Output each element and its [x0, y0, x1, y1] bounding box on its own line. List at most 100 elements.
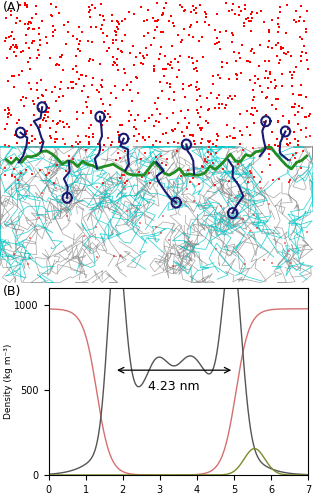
Point [37, 138, 42, 146]
Point [270, 176, 275, 184]
Point [87, 140, 92, 148]
Point [247, 76, 252, 84]
Point [65, 18, 70, 26]
Point [200, 33, 205, 41]
Point [234, 70, 239, 78]
Point [165, 140, 170, 147]
Point [69, 84, 74, 92]
Point [194, 106, 199, 114]
Point [148, 41, 153, 49]
Point [214, 130, 219, 138]
Point [244, 15, 249, 23]
Point [185, 186, 190, 194]
Point [211, 72, 216, 80]
Point [14, 140, 19, 147]
Point [140, 134, 145, 142]
Point [28, 54, 33, 62]
Point [286, 48, 291, 56]
Point [253, 72, 258, 80]
Point [283, 239, 288, 247]
Point [279, 45, 284, 53]
Point [80, 110, 85, 118]
Point [43, 111, 48, 119]
Point [25, 0, 30, 8]
Point [256, 75, 261, 83]
Point [248, 110, 253, 118]
Point [13, 18, 18, 26]
Point [292, 68, 297, 76]
Point [11, 35, 16, 43]
Point [115, 18, 121, 25]
Point [293, 63, 298, 71]
Point [100, 109, 105, 117]
Point [243, 0, 248, 8]
Point [94, 223, 99, 231]
Point [114, 62, 119, 70]
Point [176, 58, 181, 66]
Point [217, 38, 222, 46]
Point [203, 117, 208, 125]
Point [292, 136, 297, 143]
Point [255, 107, 260, 115]
Point [239, 8, 244, 16]
Point [266, 28, 271, 36]
Point [75, 45, 80, 53]
Point [134, 52, 139, 60]
Point [37, 36, 42, 44]
Point [61, 136, 66, 143]
Point [23, 30, 28, 38]
Point [30, 137, 35, 145]
Point [62, 123, 67, 131]
Point [248, 27, 253, 35]
Text: (B): (B) [3, 285, 22, 298]
Point [194, 4, 199, 12]
Point [44, 108, 49, 116]
Point [169, 42, 174, 50]
Point [9, 32, 14, 40]
Point [161, 212, 166, 220]
Point [191, 59, 196, 67]
Point [61, 66, 66, 74]
Point [44, 33, 49, 41]
Point [37, 121, 42, 129]
Point [164, 65, 169, 73]
Point [59, 51, 64, 59]
Point [303, 24, 308, 32]
Point [216, 90, 221, 98]
Point [78, 71, 83, 79]
Point [70, 84, 75, 92]
Point [218, 202, 223, 209]
Point [49, 11, 54, 19]
Point [2, 106, 7, 114]
Point [176, 119, 181, 127]
Point [3, 36, 8, 44]
Point [120, 17, 125, 25]
Point [303, 28, 308, 36]
Point [48, 124, 53, 132]
Point [164, 114, 169, 122]
Point [28, 120, 33, 128]
Point [168, 171, 173, 179]
Point [91, 56, 96, 64]
Point [132, 62, 137, 70]
Point [152, 67, 157, 75]
Point [117, 174, 122, 182]
Point [157, 138, 162, 146]
Point [164, 162, 169, 170]
Point [12, 48, 17, 56]
Y-axis label: Density (kg m⁻³): Density (kg m⁻³) [4, 344, 13, 419]
Point [188, 21, 193, 29]
Point [183, 93, 188, 101]
Point [113, 156, 118, 164]
Point [160, 28, 165, 36]
Point [171, 138, 176, 146]
Point [250, 104, 255, 112]
Point [5, 110, 10, 118]
Point [189, 82, 194, 90]
Point [233, 57, 238, 65]
Point [100, 30, 105, 38]
Point [156, 16, 161, 24]
Point [276, 117, 281, 125]
Point [152, 26, 157, 34]
Point [31, 98, 36, 106]
